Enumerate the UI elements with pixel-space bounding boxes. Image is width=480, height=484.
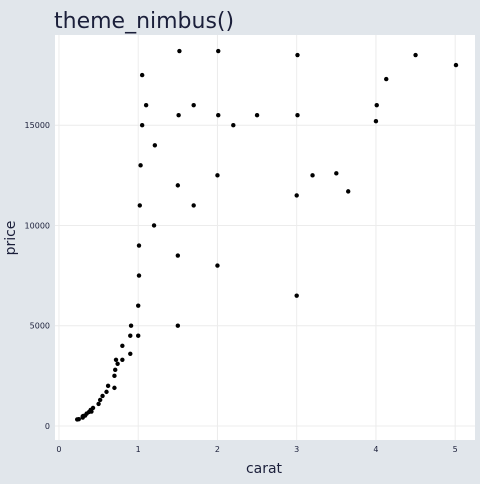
y-axis-label: price bbox=[3, 221, 19, 256]
data-point bbox=[104, 389, 109, 395]
data-point bbox=[112, 385, 117, 391]
data-point bbox=[216, 112, 221, 118]
data-point bbox=[295, 112, 300, 118]
data-point bbox=[96, 401, 101, 407]
data-point bbox=[120, 357, 125, 363]
data-point bbox=[136, 243, 142, 248]
data-point bbox=[136, 303, 141, 308]
data-point bbox=[215, 173, 220, 178]
data-point bbox=[177, 48, 182, 54]
data-point bbox=[152, 143, 158, 148]
data-point bbox=[254, 112, 260, 118]
chart-title: theme_nimbus() bbox=[54, 9, 234, 34]
data-point bbox=[128, 323, 134, 328]
y-tick-label: 5000 bbox=[30, 322, 50, 331]
data-point bbox=[413, 52, 418, 58]
data-point bbox=[143, 102, 149, 108]
data-point bbox=[151, 223, 157, 228]
data-point bbox=[346, 189, 351, 194]
data-point bbox=[112, 373, 117, 379]
x-tick-label: 4 bbox=[373, 445, 378, 454]
grid-lines bbox=[55, 35, 475, 440]
data-point bbox=[136, 273, 142, 278]
x-axis-ticks: 0 1 2 3 4 5 bbox=[56, 445, 457, 454]
data-point bbox=[175, 253, 181, 258]
data-point bbox=[231, 123, 236, 128]
x-tick-label: 0 bbox=[56, 445, 61, 454]
y-tick-label: 15000 bbox=[25, 121, 50, 130]
data-point bbox=[310, 173, 315, 178]
data-point bbox=[334, 171, 339, 176]
data-points bbox=[74, 48, 459, 422]
data-point bbox=[139, 72, 145, 78]
data-point bbox=[89, 409, 94, 414]
x-tick-label: 5 bbox=[453, 445, 458, 454]
x-tick-label: 2 bbox=[215, 445, 220, 454]
data-point bbox=[453, 62, 459, 68]
data-point bbox=[128, 351, 133, 356]
data-point bbox=[100, 393, 105, 399]
x-tick-label: 1 bbox=[136, 445, 141, 454]
data-point bbox=[97, 397, 103, 403]
data-point bbox=[115, 361, 120, 367]
plot-panel bbox=[55, 35, 475, 440]
data-point bbox=[294, 293, 299, 298]
data-point bbox=[120, 343, 125, 348]
data-point bbox=[295, 52, 300, 58]
x-tick-label: 3 bbox=[294, 445, 299, 454]
data-point bbox=[384, 76, 389, 82]
y-axis-ticks: 0 5000 10000 15000 bbox=[25, 121, 50, 431]
data-point bbox=[113, 367, 118, 373]
data-point bbox=[373, 119, 379, 124]
data-point bbox=[138, 163, 143, 168]
y-tick-label: 0 bbox=[45, 422, 50, 431]
data-point bbox=[139, 123, 145, 128]
data-point bbox=[90, 405, 96, 411]
data-point bbox=[113, 357, 119, 363]
data-point bbox=[215, 263, 220, 268]
data-point bbox=[374, 102, 379, 108]
data-point bbox=[105, 383, 111, 389]
y-tick-label: 10000 bbox=[25, 221, 50, 230]
data-point bbox=[137, 203, 142, 208]
data-point bbox=[216, 48, 221, 54]
data-point bbox=[191, 203, 196, 208]
x-axis-label: carat bbox=[246, 461, 283, 477]
data-point bbox=[136, 333, 141, 338]
data-point bbox=[176, 112, 181, 118]
data-point bbox=[294, 193, 299, 198]
data-point bbox=[175, 183, 181, 188]
data-point bbox=[76, 416, 81, 422]
data-point bbox=[128, 333, 133, 338]
data-point bbox=[175, 323, 181, 328]
data-point bbox=[191, 102, 196, 108]
